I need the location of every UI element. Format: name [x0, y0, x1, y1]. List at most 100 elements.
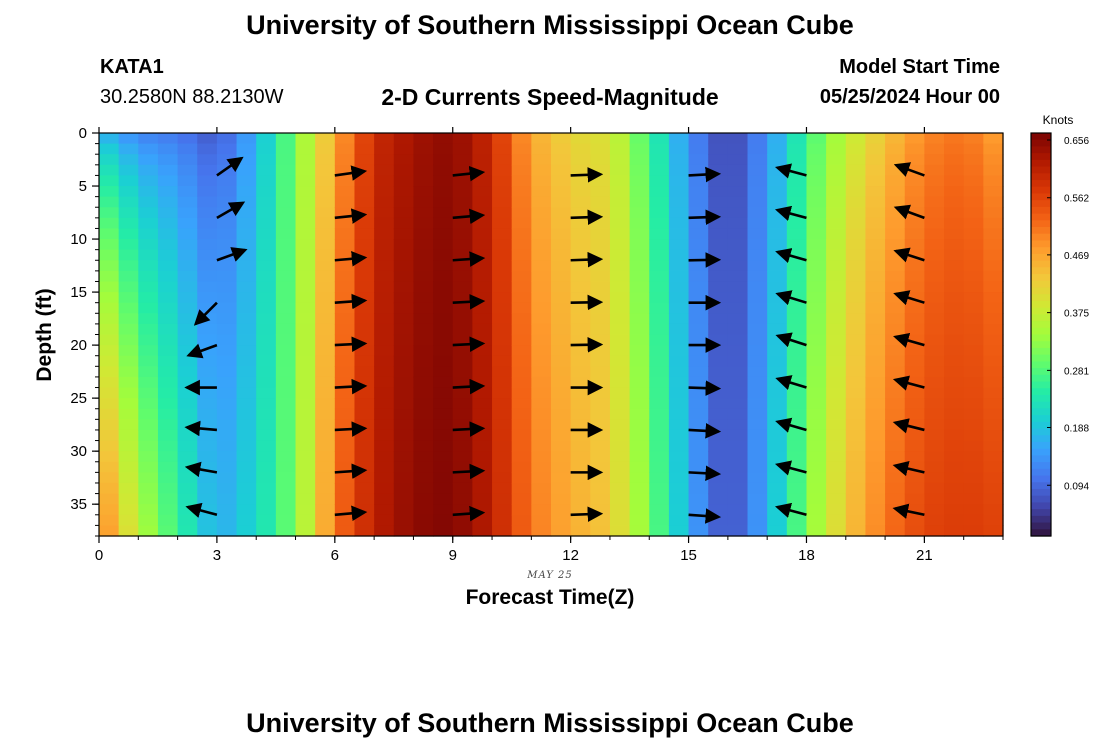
- heatmap-cell: [531, 323, 552, 336]
- heatmap-cell: [786, 461, 808, 473]
- heatmap-cell: [138, 302, 159, 314]
- heatmap-cell: [413, 493, 434, 505]
- heatmap-cell: [767, 196, 788, 208]
- colorbar-segment: [1031, 173, 1051, 181]
- heatmap-cell: [118, 419, 139, 431]
- heatmap-cell: [590, 143, 611, 155]
- heatmap-cell: [374, 175, 395, 187]
- colorbar-segment: [1031, 233, 1051, 242]
- heatmap-cell: [688, 514, 709, 526]
- heatmap-cell: [609, 196, 631, 208]
- heatmap-cell: [590, 228, 611, 240]
- heatmap-cell: [806, 525, 827, 537]
- heatmap-cell: [551, 239, 572, 251]
- heatmap-cell: [551, 408, 572, 420]
- heatmap-cell: [826, 408, 847, 420]
- heatmap-cell: [747, 164, 768, 177]
- heatmap-cell: [826, 207, 847, 219]
- heatmap-cell: [216, 345, 238, 357]
- heatmap-cell: [688, 408, 709, 420]
- heatmap-cell: [354, 260, 375, 272]
- heatmap-cell: [570, 514, 591, 526]
- heatmap-cell: [197, 292, 218, 304]
- heatmap-cell: [767, 313, 788, 325]
- heatmap-cell: [295, 207, 316, 219]
- heatmap-cell: [118, 239, 139, 251]
- heatmap-cell: [433, 482, 454, 495]
- x-tick-label: 6: [331, 547, 339, 564]
- heatmap-cell: [197, 440, 218, 452]
- heatmap-cell: [511, 355, 532, 367]
- heatmap-cell: [334, 345, 356, 357]
- heatmap-cell: [806, 164, 827, 177]
- heatmap-cell: [256, 440, 277, 452]
- heatmap-cell: [708, 239, 729, 251]
- heatmap-cell: [275, 164, 297, 177]
- heatmap-cell: [236, 366, 257, 378]
- heatmap-cell: [845, 387, 867, 399]
- heatmap-cell: [472, 196, 493, 208]
- heatmap-cell: [216, 302, 238, 314]
- heatmap-cell: [570, 270, 591, 283]
- heatmap-cell: [826, 366, 847, 378]
- heatmap-cell: [118, 164, 139, 177]
- heatmap-cell: [433, 472, 454, 484]
- current-vector: [892, 460, 925, 477]
- heatmap-cell: [492, 525, 513, 537]
- heatmap-cell: [354, 472, 375, 484]
- heatmap-cell: [590, 302, 611, 314]
- colorbar-segment: [1031, 206, 1051, 215]
- heatmap-cell: [983, 525, 1004, 537]
- heatmap-cell: [334, 440, 356, 452]
- heatmap-cell: [374, 260, 395, 272]
- heatmap-cell: [963, 408, 984, 420]
- heatmap-cell: [747, 281, 768, 293]
- heatmap-cell: [511, 408, 532, 420]
- heatmap-cell: [786, 207, 808, 219]
- heatmap-cell: [216, 419, 238, 431]
- heatmap-cell: [138, 408, 159, 420]
- heatmap-cell: [924, 164, 945, 177]
- heatmap-cell: [649, 228, 670, 240]
- heatmap-cell: [747, 133, 768, 145]
- heatmap-cell: [570, 175, 591, 187]
- heatmap-cell: [806, 186, 827, 198]
- heatmap-cell: [275, 270, 297, 283]
- heatmap-cell: [904, 419, 925, 431]
- heatmap-cell: [393, 323, 415, 336]
- heatmap-cell: [609, 249, 631, 261]
- heatmap-cell: [727, 239, 749, 251]
- heatmap-cell: [197, 482, 218, 495]
- heatmap-cell: [727, 154, 749, 166]
- heatmap-cell: [354, 451, 375, 463]
- heatmap-cell: [531, 217, 552, 230]
- heatmap-cell: [806, 398, 827, 410]
- heatmap-cell: [452, 228, 473, 240]
- heatmap-cell: [551, 429, 572, 442]
- heatmap-cell: [295, 472, 316, 484]
- heatmap-cell: [963, 429, 984, 442]
- heatmap-cell: [393, 429, 415, 442]
- heatmap-cell: [157, 302, 179, 314]
- heatmap-cell: [511, 302, 532, 314]
- heatmap-cell: [138, 281, 159, 293]
- heatmap-cell: [983, 228, 1004, 240]
- heatmap-cell: [236, 270, 257, 283]
- heatmap-cell: [531, 302, 552, 314]
- current-vector: [774, 502, 807, 518]
- heatmap-cell: [295, 408, 316, 420]
- heatmap-cell: [472, 472, 493, 484]
- heatmap-cell: [374, 525, 395, 537]
- heatmap-cell: [315, 260, 336, 272]
- heatmap-cell: [551, 504, 572, 516]
- current-vector: [775, 417, 807, 433]
- heatmap-cell: [433, 228, 454, 240]
- heatmap-cell: [511, 249, 532, 261]
- heatmap-cell: [904, 493, 925, 505]
- heatmap-cell: [865, 249, 886, 261]
- heatmap-cell: [668, 154, 690, 166]
- heatmap-cell: [786, 217, 808, 230]
- heatmap-cell: [629, 504, 650, 516]
- heatmap-cell: [786, 398, 808, 410]
- heatmap-cell: [492, 451, 513, 463]
